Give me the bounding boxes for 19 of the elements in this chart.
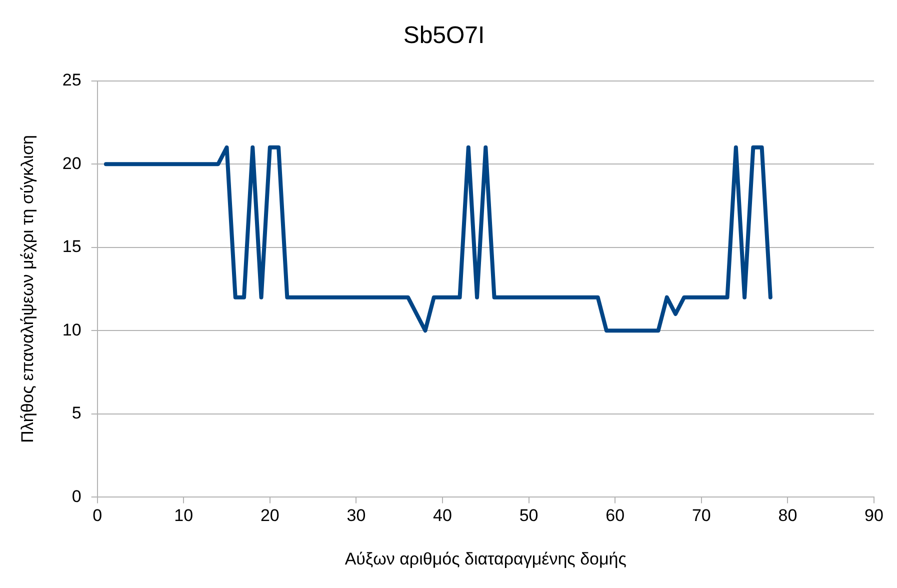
chart-title: Sb5O7I: [403, 22, 485, 50]
x-tick-label: 20: [260, 506, 280, 526]
x-tick-label: 70: [692, 506, 711, 526]
y-tick-label: 25: [62, 70, 82, 90]
y-tick-label: 15: [62, 237, 82, 256]
y-tick-label: 0: [72, 486, 82, 506]
y-tick-label: 20: [62, 154, 82, 173]
x-tick-label: 50: [519, 506, 538, 526]
y-tick-label: 5: [72, 404, 82, 423]
x-tick-label: 10: [174, 506, 194, 526]
x-axis-title: Αύξων αριθμός διαταραγμένης δομής: [344, 549, 626, 568]
x-tick-label: 30: [346, 506, 366, 526]
x-tick-label: 90: [864, 506, 884, 526]
x-tick-label: 60: [606, 506, 625, 526]
x-tick-label: 0: [92, 506, 102, 526]
x-tick-label: 80: [778, 506, 798, 526]
y-tick-label: 10: [62, 320, 82, 340]
y-axis-title: Πλήθος επαναλήψεων μέχρι τη σύγκλιση: [18, 135, 37, 443]
x-tick-label: 40: [433, 506, 452, 526]
